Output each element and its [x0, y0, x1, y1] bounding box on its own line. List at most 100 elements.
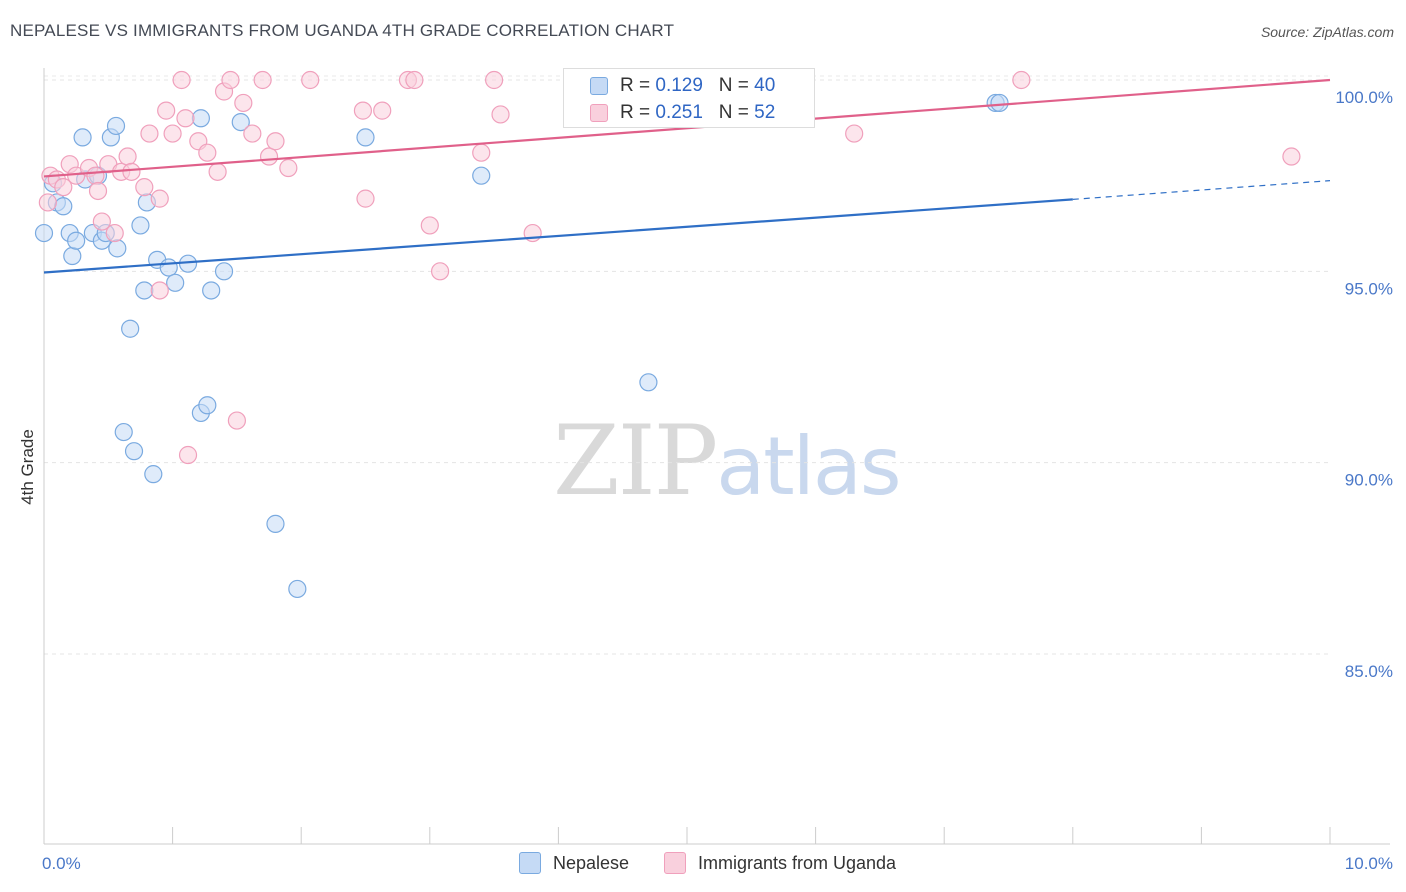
uganda-point [491, 105, 510, 124]
uganda-point [88, 181, 108, 201]
legend-label-nepalese: Nepalese [553, 852, 630, 873]
y-tick-label: 90.0% [1345, 471, 1393, 490]
uganda-point [163, 124, 182, 143]
nepalese-point [202, 281, 221, 300]
n-label: N = [702, 75, 755, 96]
nepalese-point [54, 197, 73, 216]
nepalese-trend-line [43, 198, 1073, 274]
nepalese-point [639, 373, 658, 392]
uganda-point [279, 158, 298, 178]
chart-title: NEPALESE VS IMMIGRANTS FROM UGANDA 4TH G… [10, 21, 675, 40]
nepalese-point [114, 422, 133, 442]
uganda-point [472, 143, 491, 162]
nepalese-point [135, 281, 154, 300]
uganda-point [485, 70, 504, 90]
source-label: Source: ZipAtlas.com [1260, 24, 1394, 40]
uganda-point [172, 70, 191, 90]
uganda-swatch [590, 104, 608, 122]
uganda-point [243, 124, 262, 143]
uganda-point [157, 101, 176, 120]
uganda-point [301, 70, 320, 90]
uganda-point [420, 216, 439, 235]
uganda-point [140, 124, 159, 143]
uganda-point [92, 212, 111, 231]
uganda-point [208, 162, 227, 181]
nepalese-point [159, 258, 178, 277]
stats-legend: R = 0.129 N = 40 R = 0.251 N = 52 [563, 68, 815, 128]
uganda-point [176, 109, 195, 128]
uganda-point [122, 162, 141, 181]
uganda-point [1012, 70, 1031, 90]
nepalese-point [106, 116, 126, 136]
uganda-legend-swatch [664, 852, 686, 874]
uganda-r-value: 0.251 [655, 102, 703, 123]
uganda-point [405, 70, 424, 90]
uganda-point [1282, 147, 1301, 166]
nepalese-point [63, 246, 82, 266]
nepalese-point [990, 93, 1009, 113]
uganda-point [150, 281, 169, 300]
y-tick-label: 85.0% [1345, 662, 1393, 681]
watermark: ZIPatlas [553, 405, 902, 517]
n-label: N = [702, 102, 755, 123]
uganda-trend-line [43, 78, 1331, 178]
nepalese-point [67, 231, 86, 250]
nepalese-trend-line-extension [1072, 180, 1331, 200]
uganda-point [234, 93, 253, 113]
y-tick-label: 100.0% [1335, 88, 1393, 107]
uganda-n-value: 52 [754, 102, 776, 123]
nepalese-point [214, 262, 234, 281]
uganda-point [221, 70, 240, 90]
nepalese-point [166, 273, 185, 292]
stats-row-uganda: R = 0.251 N = 52 [590, 101, 775, 125]
uganda-point [150, 189, 169, 208]
uganda-point [54, 178, 73, 197]
nepalese-point [472, 166, 491, 185]
legend-item-uganda[interactable]: Immigrants from Uganda [664, 852, 896, 874]
nepalese-swatch [590, 77, 608, 95]
nepalese-point [198, 396, 217, 415]
y-tick-label: 95.0% [1345, 279, 1393, 298]
data-points [34, 70, 1301, 599]
x-tick-label: 0.0% [42, 854, 81, 873]
nepalese-point [144, 465, 163, 484]
uganda-point [38, 193, 57, 212]
nepalese-point [34, 223, 54, 243]
uganda-point [178, 445, 198, 465]
legend-item-nepalese[interactable]: Nepalese [519, 852, 629, 874]
y-tick-labels: 85.0% 90.0% 95.0% 100.0% [1335, 88, 1393, 681]
uganda-point [845, 124, 864, 143]
uganda-point [198, 143, 217, 162]
uganda-point [253, 70, 272, 90]
nepalese-point [121, 319, 140, 338]
stats-row-nepalese: R = 0.129 N = 40 [590, 74, 775, 98]
series-legend: Nepalese Immigrants from Uganda [0, 852, 1406, 878]
nepalese-r-value: 0.129 [655, 75, 703, 96]
nepalese-point [73, 128, 92, 147]
nepalese-point [108, 239, 127, 258]
watermark-atlas: atlas [716, 420, 901, 513]
r-label: R = [620, 102, 656, 123]
nepalese-point [266, 514, 285, 533]
uganda-point [259, 147, 279, 166]
legend-label-uganda: Immigrants from Uganda [698, 852, 897, 873]
uganda-point [227, 411, 246, 430]
x-tick-label: 10.0% [1345, 854, 1393, 873]
watermark-zip: ZIP [553, 405, 718, 517]
nepalese-point [131, 216, 150, 235]
uganda-point [356, 189, 375, 208]
uganda-point [353, 101, 373, 120]
nepalese-point [124, 442, 144, 461]
axes [43, 68, 1390, 845]
nepalese-point [356, 128, 375, 147]
uganda-point [373, 101, 392, 120]
trend-lines [43, 78, 1331, 274]
nepalese-n-value: 40 [754, 75, 776, 96]
nepalese-point [288, 579, 307, 599]
uganda-point [105, 223, 124, 243]
uganda-point [266, 132, 285, 151]
nepalese-legend-swatch [519, 852, 541, 874]
uganda-point [135, 178, 154, 197]
uganda-point [430, 262, 450, 281]
